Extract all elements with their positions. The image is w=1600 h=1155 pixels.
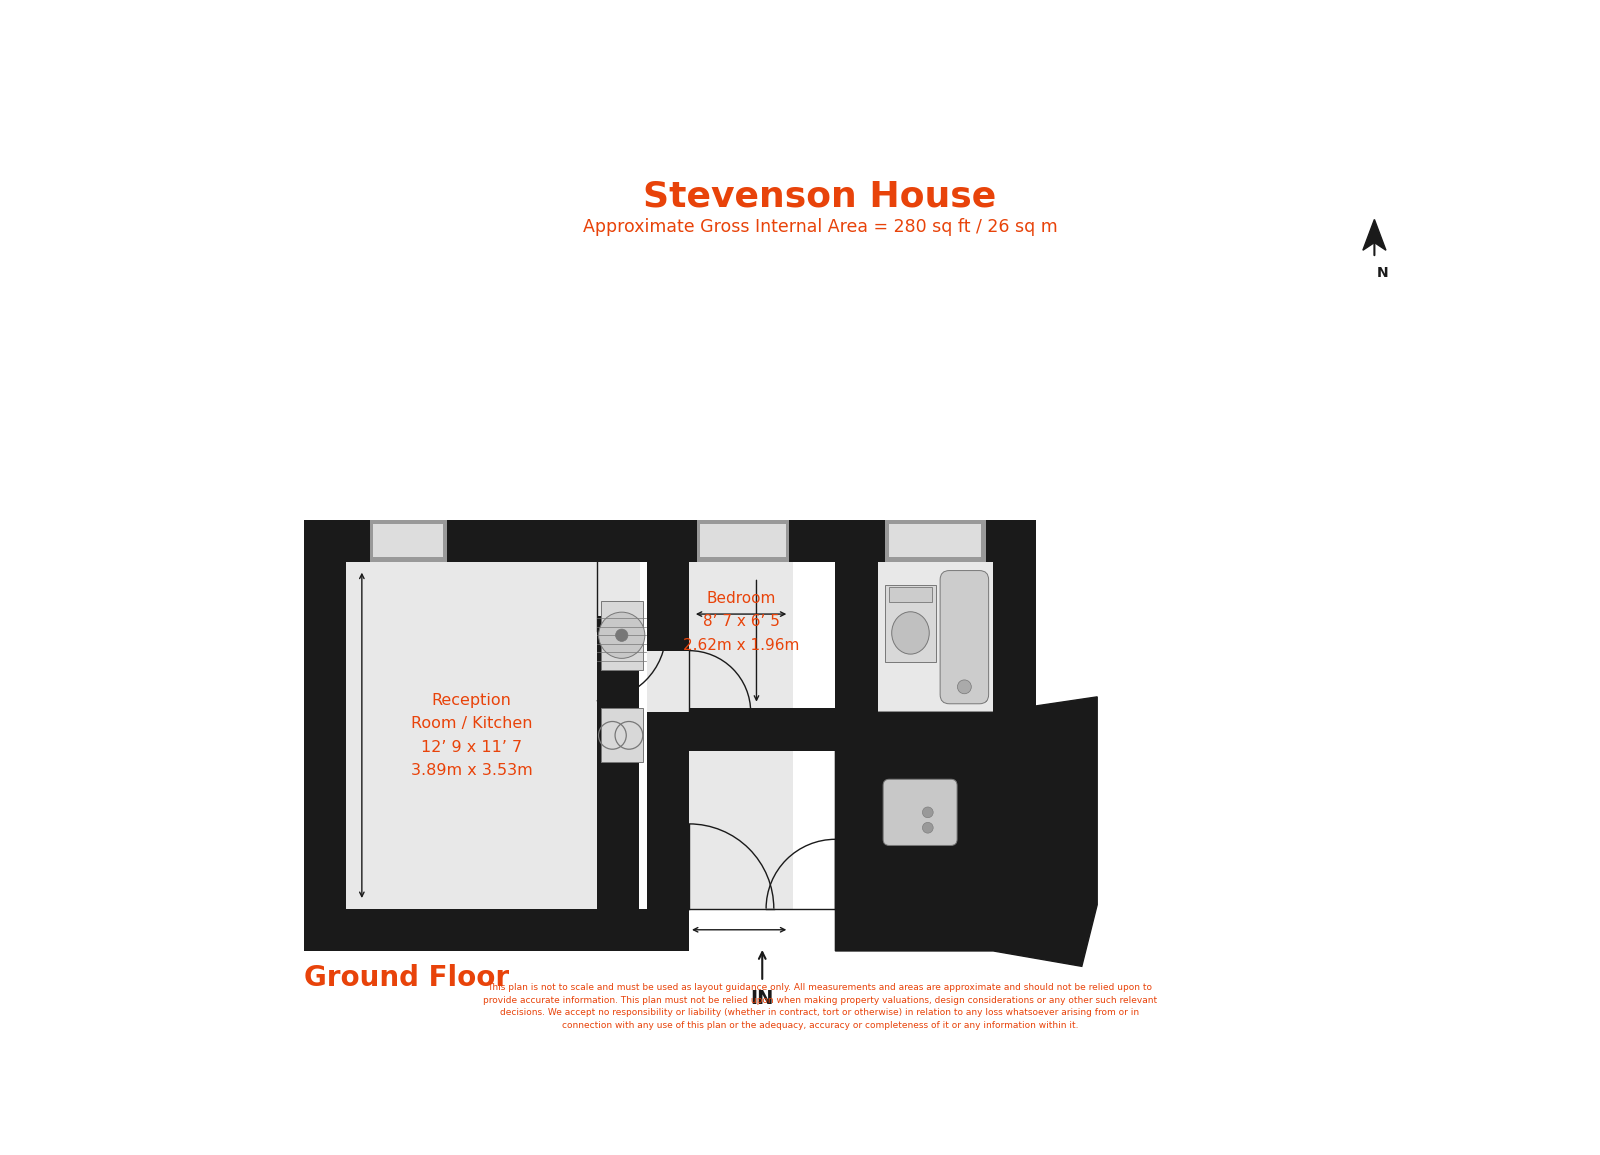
Bar [944, 574, 986, 701]
Bar [690, 751, 794, 909]
Text: Stevenson House: Stevenson House [643, 179, 997, 214]
Circle shape [616, 629, 627, 641]
Bar [888, 587, 933, 602]
Bar [373, 524, 443, 558]
Circle shape [598, 612, 645, 658]
Text: This plan is not to scale and must be used as layout guidance only. All measurem: This plan is not to scale and must be us… [483, 983, 1157, 1029]
Bar [994, 713, 1035, 951]
Bar [370, 520, 446, 562]
Text: Bedroom
8’ 7 x 6’ 5
2.62m x 1.96m: Bedroom 8’ 7 x 6’ 5 2.62m x 1.96m [683, 591, 800, 653]
Bar [304, 520, 347, 951]
Bar [597, 520, 638, 951]
Bar [597, 562, 640, 616]
Bar [699, 524, 786, 558]
Bar [605, 562, 638, 909]
FancyBboxPatch shape [941, 571, 989, 703]
Bar [878, 751, 994, 909]
Circle shape [957, 680, 971, 694]
Bar [646, 520, 690, 951]
Circle shape [923, 822, 933, 833]
Ellipse shape [891, 612, 930, 654]
Circle shape [923, 807, 933, 818]
Text: Reception
Room / Kitchen
12’ 9 x 11’ 7
3.89m x 3.53m: Reception Room / Kitchen 12’ 9 x 11’ 7 3… [411, 693, 533, 778]
Bar [304, 909, 690, 951]
Text: Approximate Gross Internal Area = 280 sq ft / 26 sq m: Approximate Gross Internal Area = 280 sq… [582, 218, 1058, 236]
Bar [646, 650, 690, 713]
Bar [994, 520, 1035, 713]
Bar [347, 562, 597, 909]
Text: IN: IN [750, 990, 774, 1008]
Bar [600, 601, 643, 670]
FancyBboxPatch shape [883, 780, 957, 845]
Bar [835, 909, 1035, 951]
Bar [878, 562, 994, 713]
Bar [888, 524, 981, 558]
Polygon shape [835, 696, 1098, 967]
Bar [885, 586, 936, 662]
Bar [600, 708, 643, 762]
Polygon shape [1363, 219, 1386, 251]
Bar [698, 520, 789, 562]
Bar [885, 520, 986, 562]
Bar [690, 562, 794, 713]
Text: N: N [1376, 266, 1387, 280]
Bar [646, 708, 878, 751]
Text: Ground Floor: Ground Floor [304, 964, 509, 992]
Bar [304, 520, 1035, 562]
Bar [835, 520, 878, 754]
